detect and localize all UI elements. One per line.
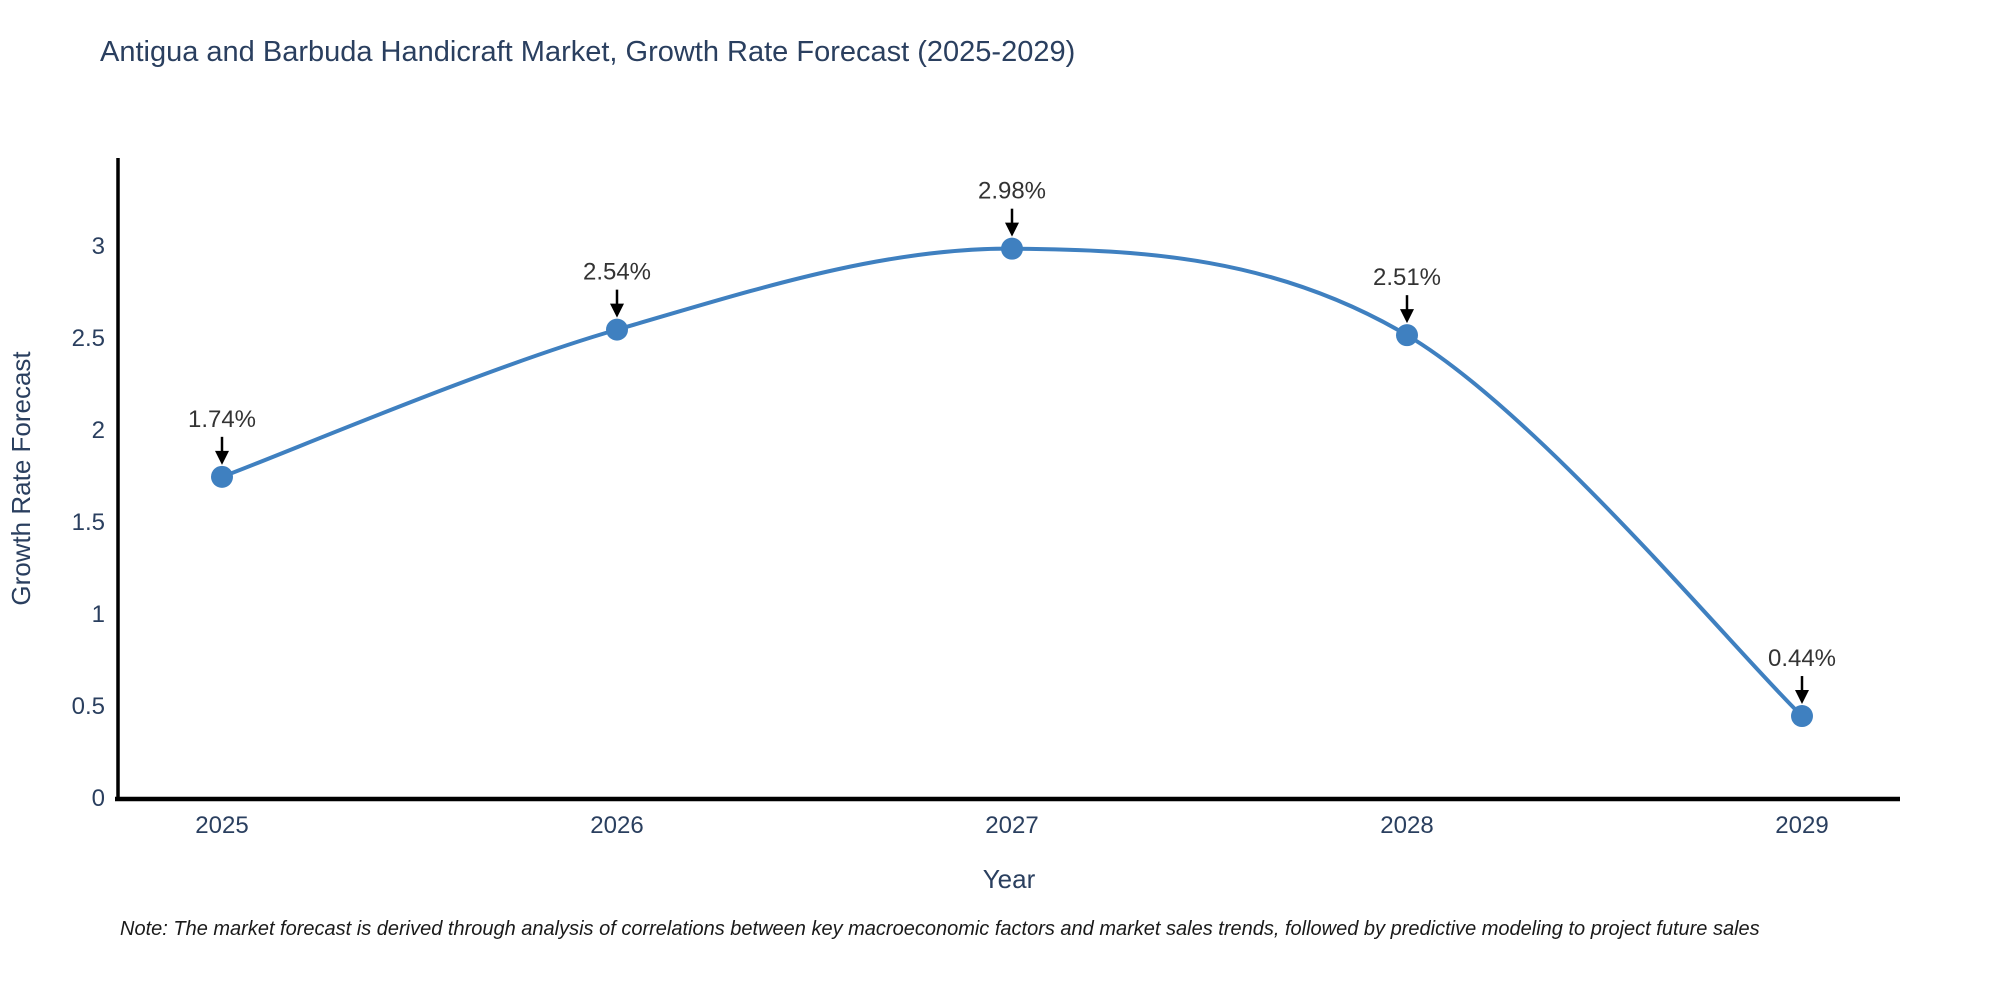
x-tick-label: 2027	[985, 812, 1038, 839]
x-tick-label: 2025	[195, 812, 248, 839]
x-tick-label: 2029	[1775, 812, 1828, 839]
data-point-label: 2.98%	[978, 178, 1046, 205]
y-tick-label: 2	[92, 417, 105, 444]
y-tick-label: 1.5	[72, 509, 105, 536]
data-point-marker	[211, 465, 233, 488]
annotation-arrow-head	[1005, 222, 1019, 237]
y-tick-label: 2.5	[72, 325, 105, 352]
annotation-arrow-head	[610, 303, 624, 318]
data-point-marker	[1396, 324, 1418, 347]
y-axis-title: Growth Rate Forecast	[6, 351, 36, 606]
x-tick-label: 2026	[590, 812, 643, 839]
data-point-label: 1.74%	[188, 406, 256, 433]
forecast-line	[220, 246, 1804, 719]
data-point-label: 0.44%	[1768, 645, 1836, 672]
chart-footnote: Note: The market forecast is derived thr…	[120, 918, 1760, 940]
y-tick-label: 3	[92, 233, 105, 260]
annotation-arrow-head	[215, 450, 229, 465]
y-tick-label: 1	[92, 601, 105, 628]
chart-title: Antigua and Barbuda Handicraft Market, G…	[100, 36, 1076, 68]
annotation-arrow-head	[1400, 309, 1414, 324]
x-axis-title: Year	[983, 864, 1036, 894]
y-tick-label: 0.5	[72, 693, 105, 720]
data-point-marker	[1791, 705, 1813, 728]
data-point-label: 2.54%	[583, 259, 651, 286]
y-tick-label: 0	[92, 785, 105, 812]
data-point-label: 2.51%	[1373, 264, 1441, 291]
data-point-marker	[1001, 237, 1023, 260]
data-point-marker	[606, 318, 628, 341]
x-tick-label: 2028	[1380, 812, 1433, 839]
annotation-arrow-head	[1795, 690, 1809, 705]
